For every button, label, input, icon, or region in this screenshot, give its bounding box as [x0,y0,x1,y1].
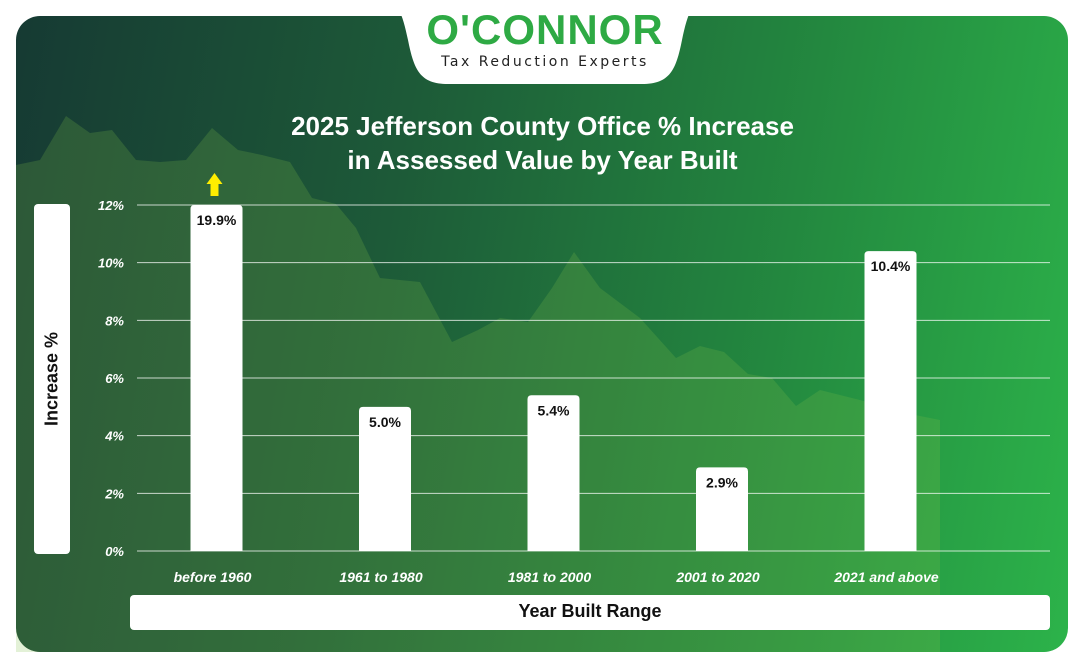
data-label: 10.4% [871,258,911,274]
logo-tab [380,0,710,84]
y-tick-label: 12% [98,198,124,213]
y-tick-label: 2% [104,486,124,501]
data-label: 19.9% [197,212,237,228]
bar [864,251,917,551]
y-tick-label: 8% [105,313,124,328]
x-tick-label: 2021 and above [833,569,938,585]
bar [359,406,411,551]
bar [527,395,580,551]
chart-subtitle: in Assessed Value by Year Built [347,145,738,175]
data-label: 5.4% [538,402,570,418]
x-tick-label: 1961 to 1980 [339,569,422,585]
data-label: 2.9% [706,474,738,490]
brand-tagline: Tax Reduction Experts [441,54,649,70]
x-tick-label: before 1960 [174,569,252,585]
data-label: 5.0% [369,414,401,430]
y-tick-label: 6% [105,371,124,386]
background-mountain [16,116,940,652]
brand-logo: O'CONNOR [426,6,664,53]
x-tick-label: 2001 to 2020 [675,569,759,585]
bar [190,205,243,551]
y-tick-label: 10% [98,256,124,271]
bar [696,467,748,551]
y-axis-label: Increase % [41,331,62,427]
x-axis-label-box [130,595,1050,630]
up-arrow-icon [206,173,223,196]
y-axis-label-box [34,204,70,554]
y-tick-label: 4% [104,429,124,444]
y-tick-label: 0% [105,544,124,559]
chart-title: 2025 Jefferson County Office % Increase [291,111,794,141]
x-tick-label: 1981 to 2000 [508,569,591,585]
x-axis-label: Year Built Range [518,601,662,621]
mountain-shape [16,116,940,652]
